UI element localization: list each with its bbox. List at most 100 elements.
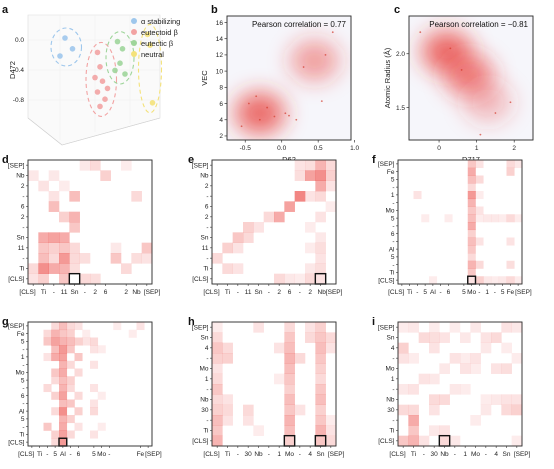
i-cell-29: [449, 353, 461, 364]
f-cell-13: [467, 260, 476, 269]
i-xtick-label-8: -: [485, 451, 487, 458]
g-ytick-label-14: Ti: [19, 432, 24, 439]
e-ytick-label-1: Nb: [200, 173, 209, 180]
f-xtick-label-2: -: [416, 289, 418, 296]
g-cell-55: [90, 430, 99, 439]
d-cell-32: [69, 253, 80, 264]
h-cell-39: [315, 322, 326, 333]
i-cell-8: [408, 384, 419, 395]
h-xtick-label-3: 30: [245, 451, 253, 458]
h-xtick-label-1: Ti: [225, 451, 230, 458]
i-xtick-label-2: -: [423, 451, 425, 458]
d-ytick-label-5: 2: [21, 214, 25, 221]
d-cell-35: [48, 263, 60, 274]
b-xlabel: D62: [282, 155, 296, 164]
i-cell-21: [429, 404, 440, 416]
d-cell-9: [48, 191, 60, 202]
g-cell-56: [59, 438, 68, 447]
e-xtick-label-4: Sn: [255, 289, 263, 296]
f-cell-6: [467, 206, 476, 215]
e-xtick-label-3: 11: [245, 289, 252, 296]
f-xtick-label-3: 5: [423, 289, 427, 296]
e-cell-30: [315, 263, 326, 274]
panel-label-i: i: [372, 316, 375, 328]
d-xtick-label-11: [SEP]: [144, 289, 161, 296]
f-xtick-label-5: -: [440, 289, 442, 296]
b-point-5: [284, 112, 287, 115]
g-cell-42: [90, 399, 99, 408]
h-xtick-label-6: 1: [277, 451, 281, 458]
h-cell-36: [294, 404, 306, 416]
f-cell-11: [467, 245, 476, 254]
f-xtick-label-13: 5: [501, 289, 505, 296]
e-cell-1: [305, 160, 316, 171]
h-cell-47: [315, 404, 326, 416]
g-cell-17: [59, 345, 68, 354]
d-cell-41: [38, 273, 49, 285]
d-cell-28: [48, 242, 60, 254]
f-cell-25: [514, 160, 523, 169]
f-ytick-label-5: -: [392, 200, 394, 207]
i-ytick-label-4: Mo: [385, 366, 394, 373]
b-xtick-2: 0.5: [314, 145, 323, 152]
a-legend: α stabilizing eutectoid β eutectic β neu…: [131, 17, 180, 59]
a-cluster-ellipse-alpha_stabilizing: [50, 27, 83, 67]
e-xtick-label-0: [CLS]: [203, 289, 219, 296]
g-xtick-label-15: [SEP]: [145, 451, 162, 458]
d-cell-33: [79, 253, 91, 264]
h-cell-23: [284, 342, 295, 354]
i-xtick-label-9: 4: [494, 451, 498, 458]
f-ytick-label-14: Ti: [389, 270, 394, 277]
i-cell-54: [511, 394, 523, 405]
panel-label-e: e: [188, 154, 194, 166]
f-ytick-label-4: 1: [391, 192, 395, 199]
e-cell-5: [315, 170, 326, 181]
panel-f-attention-heatmap: [SEP]Fe5-1-Mo5-6-Al5-Ti[CLS][CLS] Ti -5 Al -…: [378, 159, 532, 296]
d-cell-10: [79, 160, 91, 171]
f-cell-16: [475, 160, 484, 169]
f-cell-27: [506, 214, 515, 223]
i-cell-30: [449, 384, 461, 395]
d-cell-29: [69, 242, 80, 254]
i-ytick-label-3: -: [392, 355, 394, 362]
i-cell-41: [480, 342, 492, 354]
i-cell-31: [449, 435, 461, 447]
d-cell-8: [48, 201, 60, 212]
g-cell-47: [59, 415, 68, 424]
f-cell-24: [506, 160, 515, 169]
g-cell-14: [82, 337, 91, 346]
e-cell-6: [325, 170, 337, 181]
d-cell-13: [110, 242, 122, 254]
e-cell-2: [315, 160, 326, 171]
g-cell-12: [66, 337, 75, 346]
g-cell-20: [43, 353, 52, 362]
c-pearson-annotation: Pearson correlation = −0.81: [429, 20, 528, 29]
d-cell-38: [79, 273, 91, 285]
f-cell-30: [506, 260, 515, 269]
g-cell-53: [59, 430, 68, 439]
a-point-eutectic_beta-3: [112, 67, 118, 74]
d-cell-24: [59, 242, 70, 254]
h-xtick-label-7: Mo: [285, 451, 294, 458]
e-cell-4: [305, 170, 316, 181]
f-xtick-label-10: -: [478, 289, 480, 296]
d-cell-19: [141, 253, 153, 264]
e-xtick-label-5: -: [268, 289, 270, 296]
g-cell-43: [51, 407, 60, 416]
f-cell-20: [475, 214, 484, 223]
c-xtick-0: 0: [437, 145, 441, 152]
b-density-blob-1: [284, 34, 345, 87]
g-cell-41: [66, 399, 75, 408]
g-cell-15: [90, 337, 99, 346]
i-cell-11: [408, 425, 419, 436]
d-ytick-label-4: 6: [21, 204, 25, 211]
g-ytick-label-15: [CLS]: [8, 439, 24, 446]
f-ytick-label-3: -: [392, 184, 394, 191]
i-ytick-label-8: 30: [387, 407, 395, 414]
c-density-blob-2: [457, 76, 518, 129]
f-cell-32: [498, 214, 507, 223]
h-xtick-label-8: -: [299, 451, 301, 458]
h-cell-17: [253, 322, 264, 333]
